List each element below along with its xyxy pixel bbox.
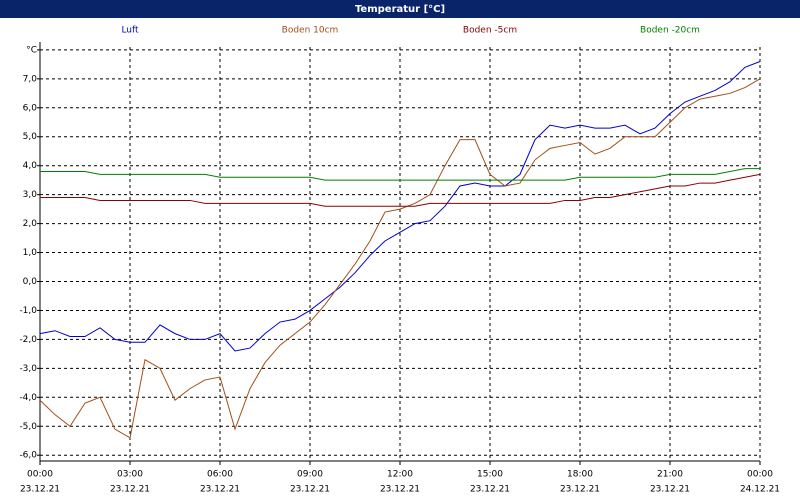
y-tick-label: 7,0 [23, 74, 38, 84]
chart-title: Temperatur [°C] [355, 4, 445, 15]
x-tick-label: 06:00 [207, 470, 233, 480]
x-tick-date: 23.12.21 [290, 485, 330, 495]
series-line [39, 61, 761, 352]
y-tick-label: 2,0 [23, 219, 38, 229]
x-tick-date: 24.12.21 [740, 485, 780, 495]
y-tick-label: 5,0 [23, 132, 38, 142]
series-line [40, 168, 760, 181]
y-tick-label: 4,0 [23, 161, 38, 171]
y-tick-label: -1,0 [19, 306, 37, 316]
legend-entry: Boden 10cm [282, 26, 339, 36]
x-tick-label: 18:00 [567, 470, 593, 480]
x-tick-label: 00:00 [747, 470, 773, 480]
x-tick-label: 03:00 [117, 470, 143, 480]
title-bar [0, 0, 800, 18]
legend-entry: Boden -20cm [640, 26, 700, 36]
x-tick-date: 23.12.21 [650, 485, 690, 495]
legend-entry: Boden -5cm [463, 26, 517, 36]
y-tick-label: °C [26, 45, 37, 55]
x-tick-date: 23.12.21 [380, 485, 420, 495]
y-tick-label: -5,0 [19, 422, 37, 432]
series-line [40, 173, 761, 207]
y-tick-label: -6,0 [19, 451, 37, 461]
x-tick-label: 12:00 [387, 470, 413, 480]
y-tick-label: -3,0 [19, 364, 37, 374]
x-tick-label: 21:00 [657, 470, 683, 480]
legend-entry: Luft [121, 26, 139, 36]
x-tick-date: 23.12.21 [560, 485, 600, 495]
y-tick-label: 0,0 [23, 277, 38, 287]
y-tick-label: 1,0 [23, 248, 38, 258]
x-tick-date: 23.12.21 [20, 485, 60, 495]
x-tick-label: 15:00 [477, 470, 503, 480]
x-tick-date: 23.12.21 [200, 485, 240, 495]
x-tick-label: 00:00 [27, 470, 53, 480]
x-tick-date: 23.12.21 [470, 485, 510, 495]
y-tick-label: -4,0 [19, 393, 37, 403]
x-tick-label: 09:00 [297, 470, 323, 480]
series-line [39, 78, 761, 439]
x-tick-date: 23.12.21 [110, 485, 150, 495]
y-tick-label: -2,0 [19, 335, 37, 345]
y-tick-label: 6,0 [23, 103, 38, 113]
y-tick-label: 3,0 [23, 190, 38, 200]
